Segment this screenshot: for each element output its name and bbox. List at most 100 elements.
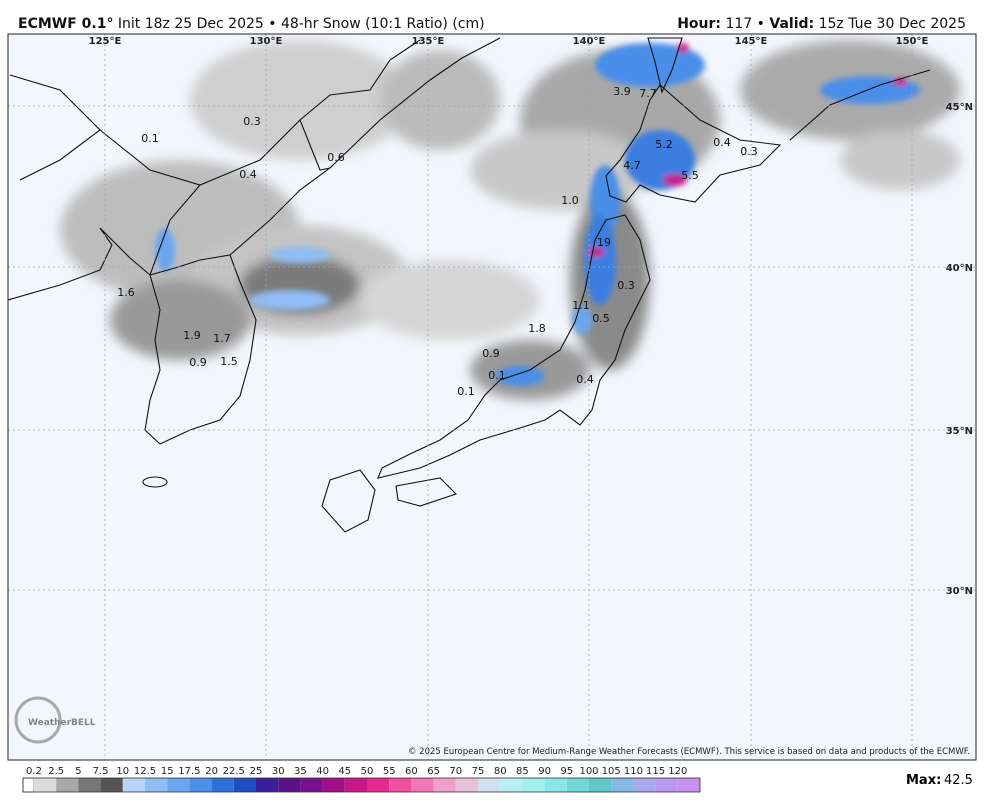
legend-swatch (566, 778, 589, 792)
graticule: 125°E 130°E 135°E 140°E 145°E 150°E 45°N 40°N 35… (8, 34, 976, 760)
legend-swatch (300, 778, 323, 792)
legend-swatch (411, 778, 434, 792)
legend-label: 30 (272, 766, 285, 777)
legend-label: 105 (602, 766, 621, 777)
latitude-label: 30°N (946, 586, 973, 597)
legend-swatch (389, 778, 412, 792)
legend-label: 25 (250, 766, 263, 777)
legend-swatch (211, 778, 234, 792)
snow-amount-label: 19 (597, 236, 611, 249)
snow-amount-label: 0.1 (457, 385, 475, 398)
header-left: ECMWF 0.1° Init 18z 25 Dec 2025 • 48-hr … (18, 16, 485, 32)
legend-label: 65 (427, 766, 440, 777)
snow-amount-label: 7.7 (639, 87, 657, 100)
legend-frame (22, 777, 701, 793)
legend-swatch (633, 778, 656, 792)
map: 125°E 130°E 135°E 140°E 145°E 150°E 45°N 40°N 35… (8, 34, 976, 760)
copyright: © 2025 European Centre for Medium-Range … (408, 747, 970, 757)
legend-swatch (100, 778, 123, 792)
legend-label: 22.5 (223, 766, 245, 777)
legend-label: 95 (560, 766, 573, 777)
snow-amount-label: 1.5 (220, 355, 238, 368)
longitude-label: 145°E (735, 36, 768, 47)
snow-amount-label: 0.9 (482, 347, 500, 360)
snow-heavy (155, 43, 920, 386)
legend-swatch (677, 778, 700, 792)
longitude-label: 135°E (412, 36, 445, 47)
snow-amount-label: 0.3 (617, 279, 635, 292)
legend-swatch (122, 778, 145, 792)
snow-amount-label: 0.1 (488, 369, 506, 382)
map-frame (7, 33, 977, 761)
legend-label: 110 (624, 766, 643, 777)
legend-swatch (433, 778, 456, 792)
snow-amount-label: 0.4 (239, 168, 257, 181)
snow-amount-label: 0.3 (740, 145, 758, 158)
legend-label: 45 (338, 766, 351, 777)
snow-amount-label: 1.6 (117, 286, 135, 299)
snow-amount-label: 4.7 (623, 159, 641, 172)
snow-amount-label: 0.5 (592, 312, 610, 325)
legend-label: 2.5 (48, 766, 64, 777)
legend-label: 60 (405, 766, 418, 777)
snow-amount-label: 0.3 (243, 115, 261, 128)
legend-label: 0.2 (26, 766, 42, 777)
legend-swatch (78, 778, 101, 792)
legend-swatch (256, 778, 279, 792)
legend-swatch (56, 778, 79, 792)
latitude-label: 45°N (946, 102, 973, 113)
legend-swatch (611, 778, 634, 792)
legend-label: 35 (294, 766, 307, 777)
legend-label: 100 (579, 766, 598, 777)
legend-swatch (233, 778, 256, 792)
longitude-label: 150°E (896, 36, 929, 47)
watermark-text: WeatherBELL (28, 718, 96, 728)
legend-label: 40 (316, 766, 329, 777)
snow-amount-label: 0.6 (327, 151, 345, 164)
longitude-label: 130°E (250, 36, 283, 47)
legend-swatch (278, 778, 301, 792)
snow-amount-label: 3.9 (613, 85, 631, 98)
point-labels: 0.1 0.3 0.4 0.6 1.6 1.9 1.7 0.9 1.5 3.9 7.7 5.2 0.4 0… (117, 85, 758, 398)
legend-label: 12.5 (134, 766, 156, 777)
snow-amount-label: 1.8 (528, 322, 546, 335)
legend-label: 90 (538, 766, 551, 777)
legend-label: 80 (494, 766, 507, 777)
legend-label: 120 (668, 766, 687, 777)
snow-amount-label: 1.9 (183, 329, 201, 342)
latitude-label: 40°N (946, 263, 973, 274)
legend-swatch (145, 778, 168, 792)
legend-swatch (167, 778, 190, 792)
legend-label: 50 (361, 766, 374, 777)
coastlines (8, 37, 931, 533)
legend-swatch (344, 778, 367, 792)
snow-amount-label: 0.9 (189, 356, 207, 369)
legend-label: 5 (75, 766, 81, 777)
watermark: WeatherBELL (14, 696, 96, 744)
snow-amount-label: 5.2 (655, 138, 673, 151)
legend-label: 115 (646, 766, 665, 777)
legend-label: 20 (205, 766, 218, 777)
legend-swatch (34, 778, 57, 792)
snow-amount-label: 5.5 (681, 169, 699, 182)
legend-label: 15 (161, 766, 174, 777)
legend-label: 17.5 (178, 766, 200, 777)
legend-swatch (478, 778, 501, 792)
legend-swatch (522, 778, 545, 792)
longitude-label: 140°E (573, 36, 606, 47)
legend-swatch (367, 778, 390, 792)
legend-swatch (544, 778, 567, 792)
snow-amount-label: 0.4 (576, 373, 594, 386)
legend-label: 85 (516, 766, 529, 777)
legend-swatch (322, 778, 345, 792)
legend-label: 7.5 (93, 766, 109, 777)
legend-swatch (189, 778, 212, 792)
longitude-label: 125°E (89, 36, 122, 47)
legend-swatch (655, 778, 678, 792)
snow-amount-label: 0.4 (713, 136, 731, 149)
legend-label: 10 (116, 766, 129, 777)
legend-label: 75 (472, 766, 485, 777)
snow-amount-label: 1.7 (213, 332, 231, 345)
header-right: Hour: 117 • Valid: 15z Tue 30 Dec 2025 (677, 16, 966, 32)
